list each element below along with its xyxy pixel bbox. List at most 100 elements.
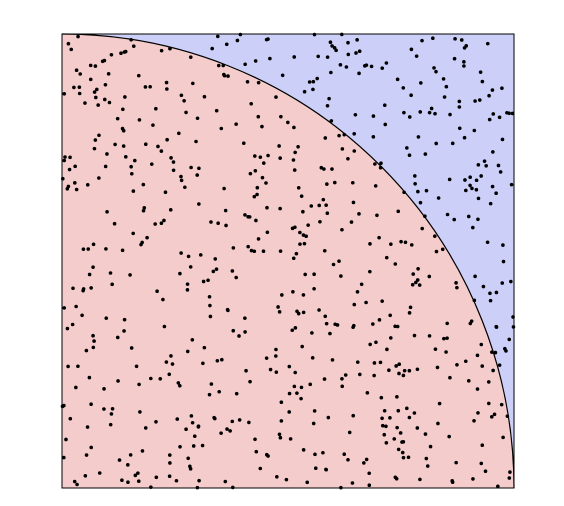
sample-point [486,401,491,406]
sample-point [291,289,295,294]
sample-point [306,223,310,227]
sample-point [444,84,449,89]
sample-point [303,272,307,277]
sample-point [325,211,330,215]
sample-point [340,227,344,232]
sample-point [62,92,67,96]
sample-point [292,384,297,389]
sample-point [482,159,487,163]
sample-point [337,133,341,138]
sample-point [74,68,79,73]
sample-point [357,49,362,54]
sample-point [165,87,169,91]
sample-point [352,302,357,307]
sample-point [378,360,383,365]
sample-point [486,380,491,384]
sample-point [468,183,472,188]
sample-point [175,417,180,421]
sample-point [88,77,93,82]
sample-point [487,93,491,98]
sample-point [323,314,328,319]
sample-point [215,358,220,363]
sample-point [74,385,78,390]
sample-point [80,313,84,318]
sample-point [201,279,206,284]
sample-point [248,171,253,176]
sample-point [326,415,331,420]
sample-point [315,76,320,81]
sample-point [351,325,355,330]
sample-point [374,340,378,345]
sample-point [210,46,214,51]
sample-point [302,89,307,94]
sample-point [388,313,392,318]
sample-point [171,168,176,173]
sample-point [290,328,295,333]
sample-point [396,408,401,413]
sample-point [492,412,497,417]
sample-point [231,328,236,333]
sample-point [167,372,172,377]
sample-point [312,32,317,37]
sample-point [407,415,412,420]
sample-point [484,164,488,168]
sample-point [371,322,375,326]
sample-point [131,231,135,236]
sample-point [120,248,125,253]
sample-point [488,201,493,206]
sample-point [138,410,142,414]
sample-point [510,111,515,116]
sample-point [457,105,462,109]
sample-point [159,221,164,226]
sample-point [293,370,298,375]
sample-point [155,289,159,294]
sample-point [231,246,236,250]
sample-point [299,385,304,390]
sample-point [483,469,488,474]
sample-point [151,123,155,127]
sample-point [224,42,229,47]
sample-point [214,267,219,271]
sample-point [427,274,432,279]
sample-point [169,156,173,160]
sample-point [405,406,409,411]
sample-point [209,220,213,224]
sample-point [162,324,167,329]
sample-point [93,138,98,142]
sample-point [287,364,292,369]
sample-point [325,55,330,59]
sample-point [301,310,306,315]
sample-point [490,184,495,189]
sample-point [452,217,457,222]
sample-point [279,419,284,423]
sample-point [128,273,132,277]
sample-point [197,202,201,206]
sample-point [296,186,301,190]
sample-point [479,461,484,466]
sample-point [110,282,114,287]
sample-point [126,480,130,485]
sample-point [474,178,479,183]
sample-point [395,77,400,82]
sample-point [343,373,348,377]
sample-point [355,290,360,294]
sample-point [479,174,483,178]
sample-point [178,383,182,388]
sample-point [178,271,182,276]
sample-point [192,434,197,438]
sample-point [274,95,278,99]
sample-point [476,163,481,167]
sample-point [241,141,246,145]
sample-point [331,262,336,267]
sample-point [168,453,172,457]
sample-point [380,416,384,421]
sample-point [427,110,432,115]
sample-point [132,158,137,163]
sample-point [444,350,448,354]
sample-point [295,391,299,395]
sample-point [179,178,184,183]
sample-point [300,344,304,349]
sample-point [96,103,100,107]
